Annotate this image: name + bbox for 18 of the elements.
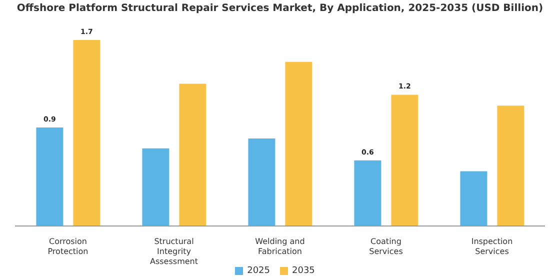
bar — [142, 148, 170, 226]
x-tick-label: Structural Integrity Assessment — [150, 237, 198, 266]
x-tick-label: Inspection Services — [471, 237, 513, 256]
bar — [179, 84, 206, 226]
bar — [36, 128, 64, 226]
chart-title: Offshore Platform Structural Repair Services Market, By Application, 2025-2035 (USD Billion) — [16, 3, 544, 14]
bar — [73, 40, 100, 226]
bar — [354, 160, 382, 226]
bar — [497, 106, 524, 226]
x-tick-label: Corrosion Protection — [48, 237, 88, 256]
bar — [391, 94, 418, 226]
legend-label: 2025 — [247, 266, 270, 276]
bar — [285, 62, 312, 226]
legend-label: 2035 — [292, 266, 315, 276]
x-tick-label: Coating Services — [369, 237, 403, 256]
x-tick-label: Welding and Fabrication — [255, 237, 305, 256]
bar — [460, 171, 488, 226]
bar — [248, 138, 276, 226]
